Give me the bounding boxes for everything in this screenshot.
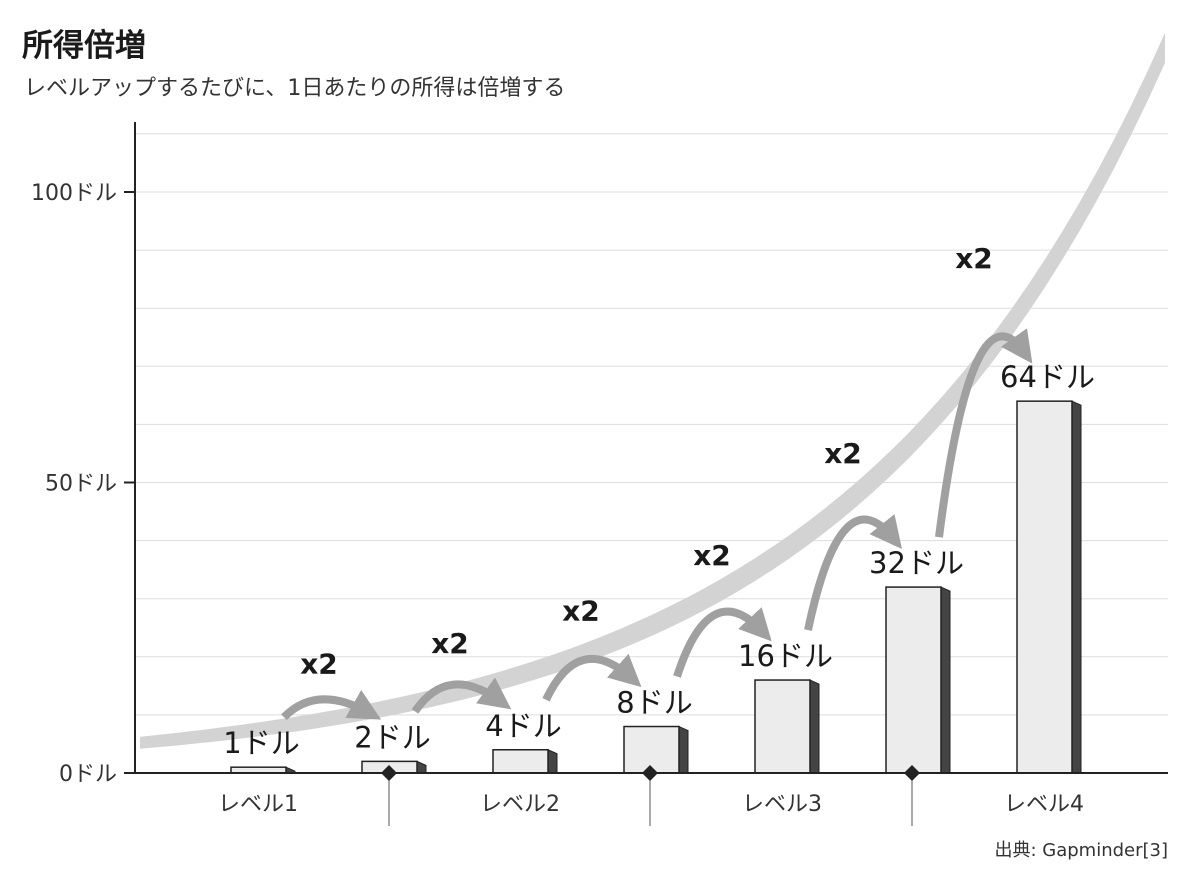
multiplier-label: x2 bbox=[824, 437, 862, 470]
y-tick-label: 50ドル bbox=[45, 472, 117, 497]
bar-value-label: 4ドル bbox=[485, 709, 561, 743]
bar bbox=[493, 750, 548, 773]
bar bbox=[1017, 401, 1072, 773]
x-group-label: レベル1 bbox=[218, 792, 298, 817]
y-tick-label: 100ドル bbox=[31, 181, 117, 206]
multiplier-label: x2 bbox=[562, 595, 600, 628]
bar-value-label: 64ドル bbox=[1000, 360, 1095, 394]
bar-value-label: 2ドル bbox=[354, 720, 430, 754]
bar-side bbox=[548, 750, 557, 773]
x-group-label: レベル4 bbox=[1004, 792, 1084, 817]
x-group-label: レベル2 bbox=[480, 792, 560, 817]
bar-side bbox=[417, 761, 426, 773]
multiplier-label: x2 bbox=[693, 539, 731, 572]
multiplier-label: x2 bbox=[431, 627, 469, 660]
bar-value-label: 1ドル bbox=[223, 726, 299, 760]
bar-value-label: 16ドル bbox=[738, 639, 833, 673]
bar bbox=[886, 587, 941, 773]
bar-side bbox=[810, 680, 819, 773]
bar-side bbox=[679, 727, 688, 773]
bar bbox=[755, 680, 810, 773]
bar-side bbox=[1072, 401, 1081, 773]
bar-side bbox=[941, 587, 950, 773]
bar-value-label: 8ドル bbox=[616, 686, 692, 720]
bar bbox=[624, 727, 679, 773]
bar-value-label: 32ドル bbox=[869, 546, 964, 580]
multiplier-label: x2 bbox=[955, 242, 993, 275]
source-note: 出典: Gapminder[3] bbox=[994, 836, 1168, 862]
multiplier-label: x2 bbox=[300, 647, 338, 680]
y-tick-label: 0ドル bbox=[59, 762, 117, 787]
x-group-label: レベル3 bbox=[742, 792, 822, 817]
